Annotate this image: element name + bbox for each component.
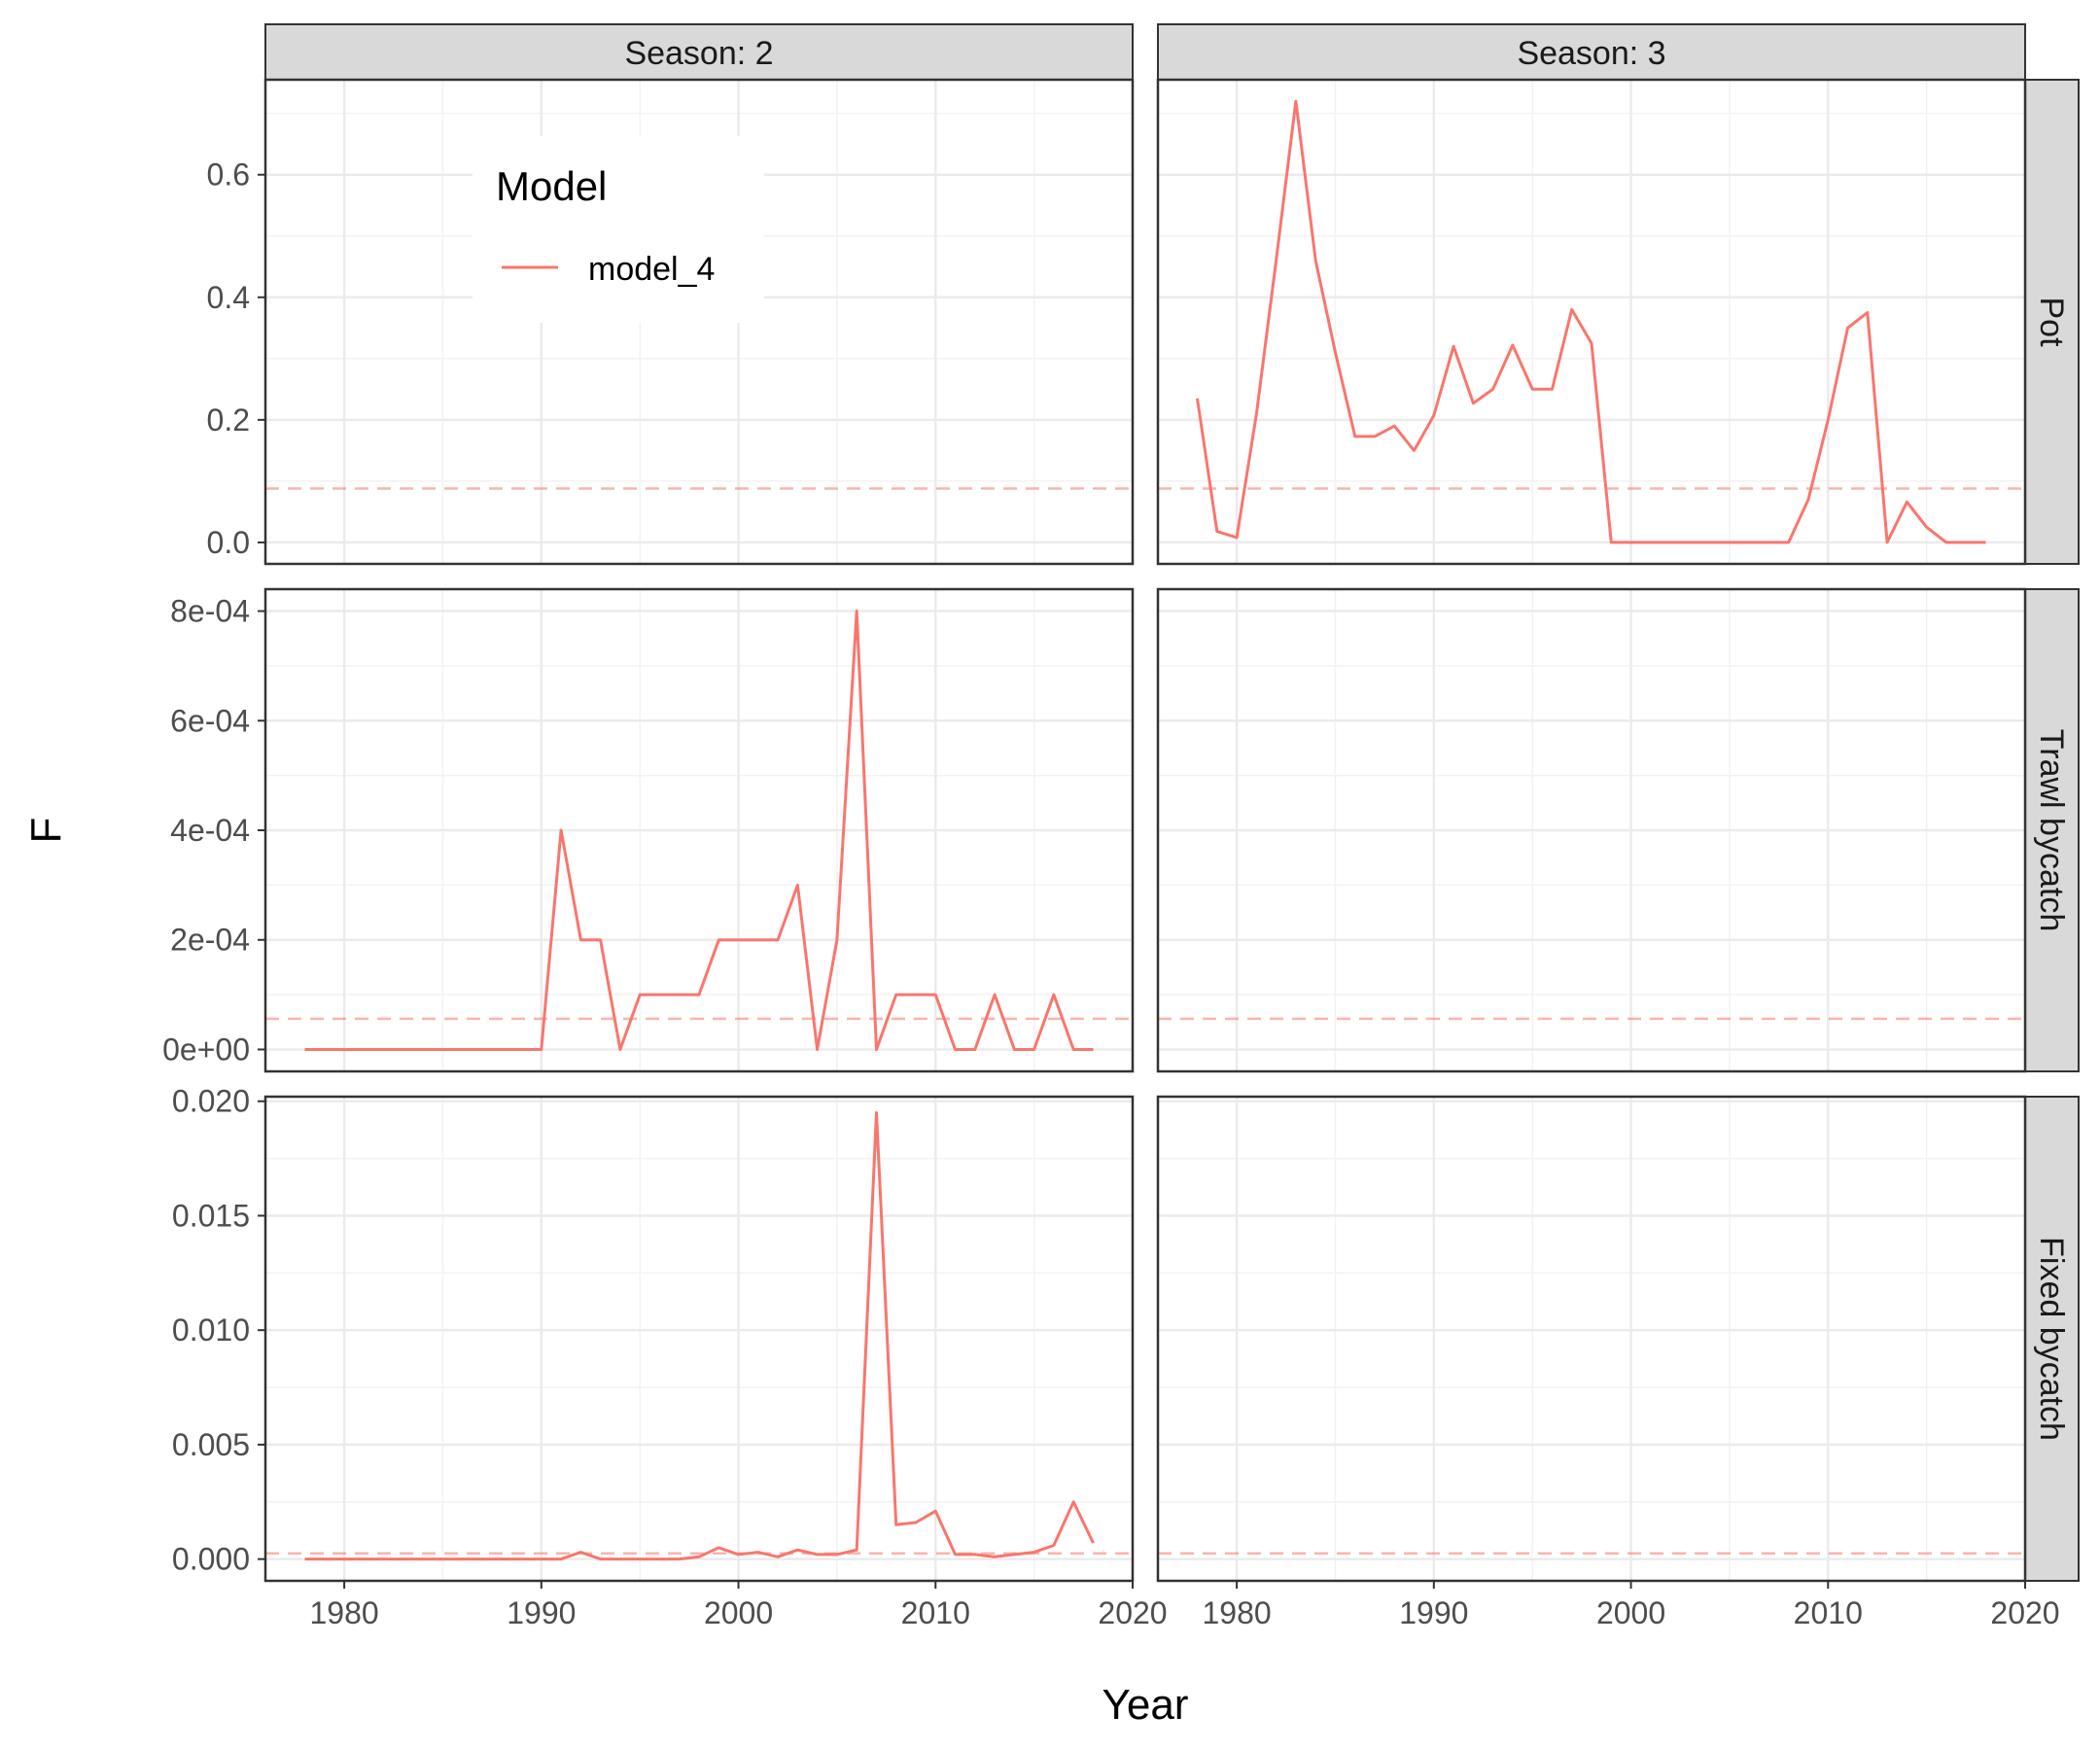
x-tick-label: 2020 [1990,1595,2059,1630]
y-tick-label: 0.4 [207,280,250,315]
strip-row-3 [2024,1096,2080,1582]
x-tick-label: 1980 [1202,1595,1271,1630]
x-tick-label: 2000 [1596,1595,1665,1630]
x-tick-label: 1990 [1399,1595,1468,1630]
y-tick-label: 0.015 [172,1198,250,1233]
y-axis-title: F [22,818,70,844]
y-tick-label: 0.000 [172,1542,250,1577]
strip-row-2-label: Trawl bycatch [2033,729,2070,931]
legend: Model model_4 [472,136,764,323]
x-tick-label: 1990 [507,1595,576,1630]
panel-2-1 [1156,1095,2027,1583]
y-tick-label: 0.020 [172,1084,250,1119]
panel-border [1156,1095,2027,1583]
panel-background [265,1097,1133,1581]
panel-1-0 [263,587,1135,1073]
x-axis-title: Year [1102,1681,1189,1729]
y-tick-label: 0.0 [207,525,250,560]
legend-entry-label: model_4 [588,251,715,288]
strip-column-2 [1157,23,2026,81]
series-line-model_4 [1196,99,1986,544]
strip-row-2 [2024,588,2080,1072]
panel-border [263,78,1135,566]
panel-1-1 [1156,587,2027,1073]
series-line-model_4 [304,1111,1095,1561]
y-tick-label: 6e-04 [170,703,250,738]
strip-row-1 [2024,79,2080,565]
strip-row-3-label: Fixed bycatch [2033,1237,2070,1441]
series-line-model_4 [304,610,1094,1051]
panel-border [1156,78,2027,566]
y-tick-label: 4e-04 [170,813,250,848]
y-tick-label: 0.2 [207,402,250,438]
legend-background [472,136,764,323]
y-tick-label: 2e-04 [170,923,250,958]
strip-column-2-label: Season: 3 [1517,35,1665,72]
panel-background [1158,80,2025,564]
panel-background [1158,1097,2025,1581]
y-tick-label: 0.6 [207,158,250,192]
panel-border [263,1095,1135,1583]
y-tick-label: 0.010 [172,1312,250,1348]
x-tick-label: 2010 [901,1595,970,1630]
x-tick-label: 1980 [309,1595,378,1630]
strip-column-1-label: Season: 2 [624,35,773,72]
panel-2-0 [263,1095,1135,1583]
panels-layer: 0.0 0.2 0.4 0.6 0e+00 2e-04 4e-04 6e-04 8e-04 0.0… [162,78,2060,1630]
x-tick-label: 2000 [704,1595,773,1630]
x-tick-label: 2010 [1794,1595,1863,1630]
strip-column-1 [264,23,1134,81]
strip-row-1-label: Pot [2033,297,2070,347]
y-tick-label: 0.005 [172,1427,250,1462]
panel-border [1156,587,2027,1073]
y-tick-label: 0e+00 [162,1032,250,1067]
y-tick-label: 8e-04 [170,594,250,629]
panel-0-1 [1156,78,2027,566]
legend-title: Model [496,163,607,209]
x-tick-label: 2020 [1098,1595,1167,1630]
